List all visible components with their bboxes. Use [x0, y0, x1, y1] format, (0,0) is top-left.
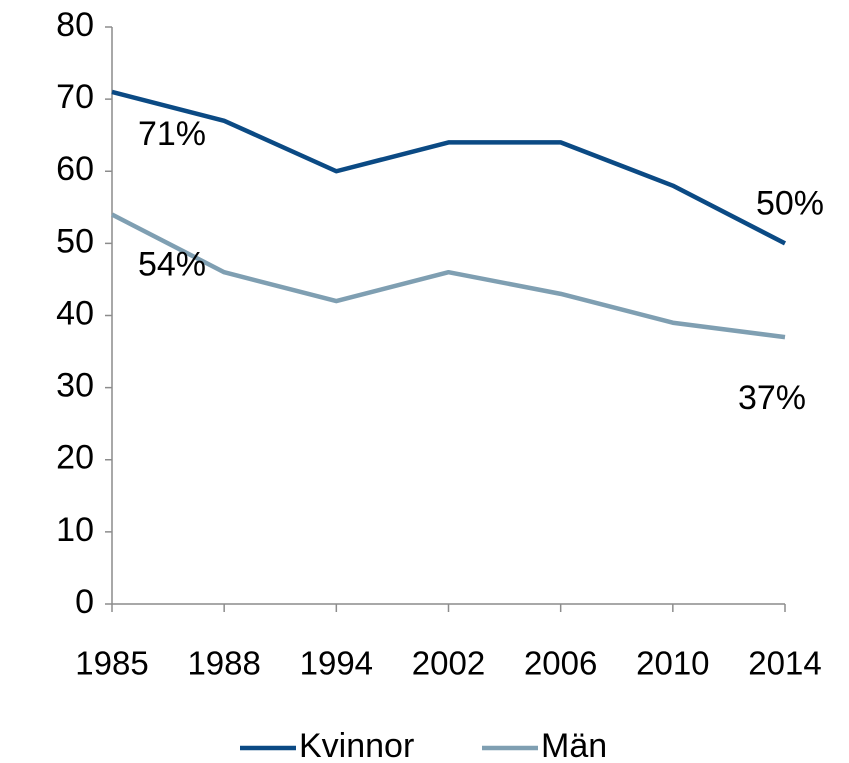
data-label: 71% — [138, 115, 206, 153]
line — [110, 212, 786, 340]
legend-label: Kvinnor — [299, 727, 414, 763]
y-tick-label: 0 — [75, 583, 94, 621]
y-tick-label: 30 — [56, 367, 94, 405]
y-tick-label: 20 — [56, 439, 94, 477]
data-label: 50% — [756, 184, 824, 222]
x-tick-label: 2010 — [636, 645, 709, 682]
y-tick-label: 80 — [56, 6, 94, 44]
x-tick-label: 1985 — [75, 645, 148, 682]
data-label: 54% — [138, 246, 206, 284]
y-tick-label: 70 — [56, 78, 94, 116]
x-tick-label: 1988 — [187, 645, 260, 682]
y-tick-label: 50 — [56, 222, 94, 260]
data-label: 37% — [738, 379, 806, 417]
x-tick-label: 2002 — [412, 645, 485, 682]
x-tick-label: 1994 — [300, 645, 373, 682]
legend-label: Män — [541, 727, 607, 763]
y-tick-label: 40 — [56, 294, 94, 332]
y-tick-label: 10 — [56, 511, 94, 549]
y-tick-label: 60 — [56, 150, 94, 188]
x-tick-label: 2014 — [748, 645, 821, 682]
x-tick-label: 2006 — [524, 645, 597, 682]
line — [111, 89, 787, 246]
